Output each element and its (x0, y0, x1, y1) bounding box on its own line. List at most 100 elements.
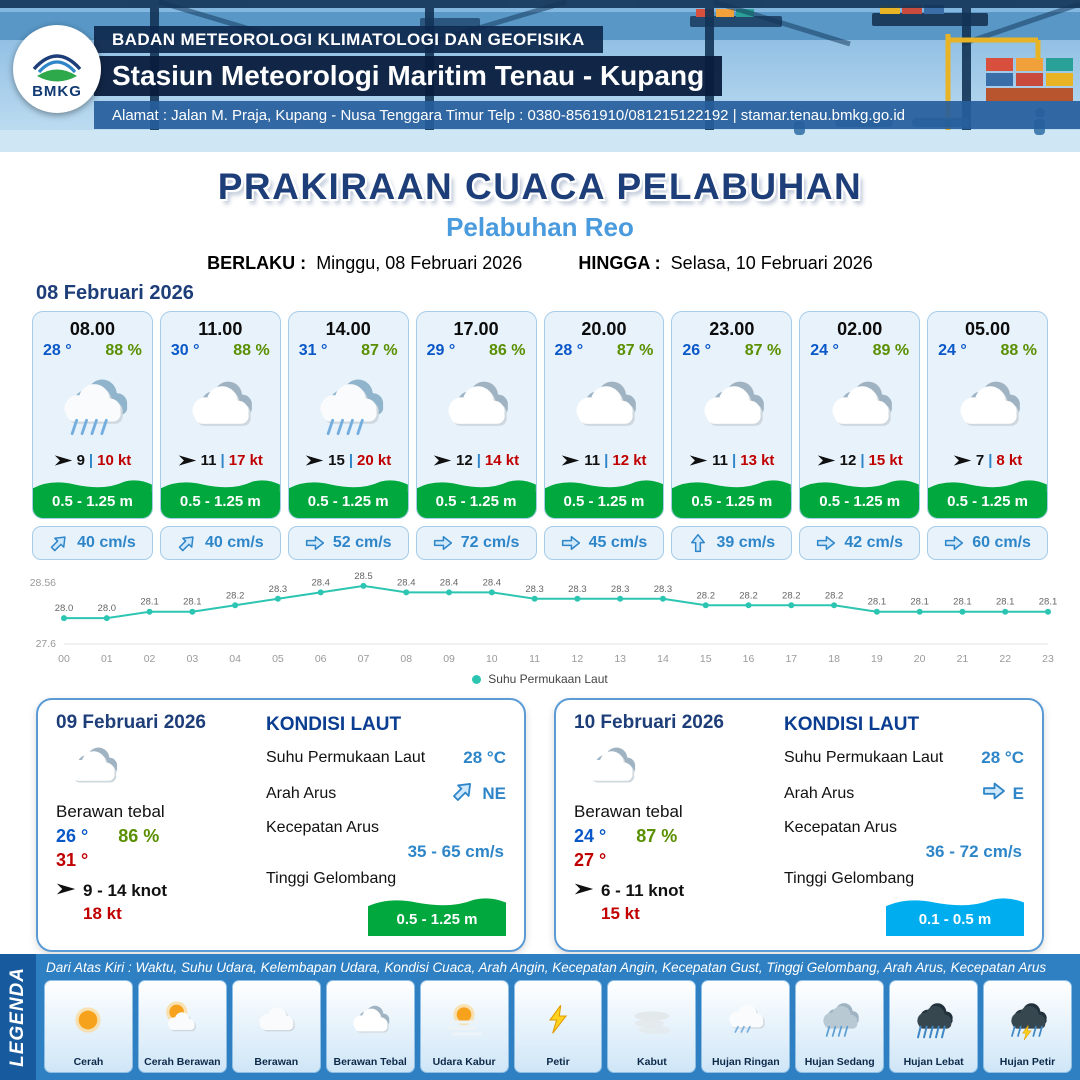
legend-item-label: Petir (546, 1055, 570, 1068)
wind-speed: 12 (456, 452, 473, 469)
wave-height-band: 0.5 - 1.25 m (288, 477, 408, 518)
svg-text:21: 21 (957, 653, 969, 665)
daily-temp-max: 31 ° (56, 850, 89, 870)
wind-direction-icon (561, 454, 580, 467)
wave-height-band: 0.5 - 1.25 m (928, 477, 1047, 518)
daily-wind-row: 9 - 14 knot (56, 881, 254, 901)
bmkg-emblem-icon (32, 53, 82, 81)
fog-icon (628, 984, 676, 1056)
humidity: 86 % (489, 342, 526, 359)
daily-date: 09 Februari 2026 (56, 712, 206, 733)
current-speed: 60 cm/s (972, 534, 1031, 551)
legend-item: Hujan Petir (983, 980, 1072, 1073)
hourly-forecast-card: 02.00 24 ° 89 % 12 | 15 kt 0.5 - 1.25 m (799, 311, 921, 519)
current-direction-icon (433, 533, 453, 553)
sun-cloud-icon (158, 984, 206, 1056)
current-row: 42 cm/s (799, 526, 921, 560)
wind-speed: 7 (975, 452, 985, 469)
wind-speed: 11 (712, 452, 729, 469)
daily-condition: Berawan tebal (56, 802, 165, 821)
gust-speed: 12 kt (612, 452, 647, 469)
gust-speed: 10 kt (97, 452, 132, 469)
bmkg-logo-text: BMKG (32, 82, 82, 100)
legend-item: Berawan (231, 980, 321, 1073)
forecast-time: 20.00 (581, 319, 627, 339)
wind-direction-icon (54, 454, 73, 467)
hourly-column: 05.00 24 ° 88 % 7 | 8 kt 0.5 - 1.25 m 60 cm/s (927, 311, 1048, 560)
svg-text:28.1: 28.1 (1039, 597, 1058, 608)
header: BADAN METEOROLOGI KLIMATOLOGI DAN GEOFIS… (0, 0, 1080, 152)
wave-height-value: 0.5 - 1.25 m (288, 492, 408, 518)
wave-height-value: 0.5 - 1.25 m (800, 492, 920, 518)
forecast-time: 05.00 (965, 319, 1011, 339)
svg-text:23: 23 (1042, 653, 1054, 665)
current-direction-icon (982, 779, 1006, 808)
wave-height-band: 0.5 - 1.25 m (160, 477, 280, 518)
svg-text:27.6: 27.6 (36, 638, 57, 650)
valid-until-label: HINGGA : (578, 253, 661, 273)
svg-text:18: 18 (828, 653, 840, 665)
current-speed: 40 cm/s (204, 534, 264, 551)
legend-item-label: Berawan (254, 1055, 299, 1068)
sst-label: Suhu Permukaan Laut (266, 749, 426, 766)
wind-row: 7 | 8 kt (928, 450, 1047, 477)
legend-item-label: Cerah Berawan (144, 1055, 221, 1068)
svg-text:28.1: 28.1 (910, 597, 929, 608)
daily-wind-row: 6 - 11 knot (574, 881, 772, 901)
hourly-column: 20.00 28 ° 87 % 11 | 12 kt 0.5 - 1.25 m 45 cm/s (543, 311, 665, 560)
svg-text:12: 12 (572, 653, 584, 665)
daily-condition: Berawan tebal (574, 802, 683, 821)
sea-condition-panel: KONDISI LAUT Suhu Permukaan Laut 28 °C Arah… (784, 712, 1024, 936)
daily-wind-range: 9 - 14 knot (83, 881, 168, 900)
hourly-column: 23.00 26 ° 87 % 11 | 13 kt 0.5 - 1.25 m 39 cm/s (671, 311, 793, 560)
current-speed-label: Kecepatan Arus (266, 819, 379, 836)
wind-direction-icon (689, 454, 708, 467)
svg-text:17: 17 (785, 653, 797, 665)
station-name: Stasiun Meteorologi Maritim Tenau - Kupa… (94, 56, 723, 96)
current-direction-value: NE (482, 783, 506, 803)
svg-text:28.3: 28.3 (525, 584, 544, 595)
legend-item-label: Hujan Sedang (804, 1055, 875, 1068)
current-row: 52 cm/s (287, 526, 409, 560)
svg-text:00: 00 (58, 653, 70, 665)
series-label: Suhu Permukaan Laut (488, 672, 608, 686)
wind-direction-icon (574, 881, 594, 901)
daily-temp-min: 26 ° (56, 826, 89, 846)
daily-humidity: 86 % (118, 826, 160, 846)
svg-text:01: 01 (101, 653, 113, 665)
wind-direction-icon (953, 454, 972, 467)
svg-text:16: 16 (743, 653, 755, 665)
air-temperature: 31 ° (298, 342, 328, 359)
humidity: 88 % (1000, 342, 1037, 359)
wave-height-band: 0.5 - 1.25 m (800, 477, 920, 518)
current-speed-row: Kecepatan Arus (266, 819, 506, 837)
current-speed: 42 cm/s (844, 534, 904, 551)
wind-direction-icon (178, 454, 197, 467)
wave-height-band: 0.5 - 1.25 m (672, 477, 792, 518)
svg-text:28.0: 28.0 (55, 603, 74, 614)
separator: | (220, 452, 225, 469)
valid-from-value: Minggu, 08 Februari 2026 (316, 253, 523, 273)
wind-direction-icon (305, 454, 324, 467)
current-speed: 72 cm/s (460, 534, 520, 551)
wave-height-band: 0.5 - 1.25 m (544, 477, 664, 518)
daily-weather-panel: 09 Februari 2026 Berawan tebal 26 ° 86 % 31 … (56, 712, 254, 936)
current-direction-icon (944, 533, 964, 553)
legend-item-label: Kabut (637, 1055, 667, 1068)
wave-height-value: 0.5 - 1.25 m (928, 492, 1047, 518)
current-speed: 40 cm/s (77, 534, 136, 551)
gust-speed: 15 kt (868, 452, 903, 469)
gust-speed: 13 kt (740, 452, 775, 469)
wave-row: Tinggi Gelombang (784, 870, 1024, 888)
haze-icon (440, 984, 488, 1056)
legend-item: Udara Kabur (419, 980, 509, 1073)
forecast-time: 08.00 (69, 319, 115, 339)
daily-wind-range: 6 - 11 knot (601, 881, 685, 900)
svg-text:13: 13 (614, 653, 626, 665)
svg-text:04: 04 (229, 653, 241, 665)
wind-row: 15 | 20 kt (289, 450, 408, 477)
svg-text:28.2: 28.2 (696, 590, 715, 601)
temp-humidity-row: 24 ° 88 % (928, 342, 1047, 360)
svg-text:28.56: 28.56 (30, 577, 56, 589)
lightning-icon (534, 984, 582, 1056)
